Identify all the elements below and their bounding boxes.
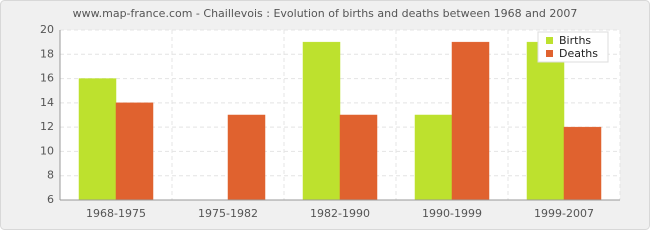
y-tick-label: 20	[40, 23, 54, 36]
y-tick-label: 16	[40, 72, 54, 85]
y-tick-label: 8	[47, 169, 54, 182]
x-tick-label: 1999-2007	[534, 207, 594, 220]
chart: www.map-france.com - Chaillevois : Evolu…	[0, 0, 650, 230]
bar	[563, 126, 602, 201]
x-tick-label: 1975-1982	[198, 207, 258, 220]
bar	[414, 114, 453, 201]
legend-label: Births	[559, 34, 591, 47]
legend-swatch	[546, 37, 553, 44]
bar	[78, 78, 117, 201]
x-tick-label: 1982-1990	[310, 207, 370, 220]
chart-title: www.map-france.com - Chaillevois : Evolu…	[73, 7, 578, 20]
y-tick-label: 6	[47, 193, 54, 206]
y-tick-label: 14	[40, 96, 54, 109]
page: www.map-france.com - Chaillevois : Evolu…	[0, 0, 650, 230]
y-tick-label: 10	[40, 144, 54, 157]
bar	[339, 114, 378, 201]
x-tick-label: 1990-1999	[422, 207, 482, 220]
bar	[227, 114, 266, 201]
bar	[302, 41, 341, 201]
bar	[526, 41, 565, 201]
y-tick-label: 18	[40, 47, 54, 60]
legend-swatch	[546, 50, 553, 57]
legend-label: Deaths	[559, 47, 598, 60]
bar	[115, 102, 154, 201]
bar	[451, 41, 490, 201]
y-tick-label: 12	[40, 120, 54, 133]
x-tick-label: 1968-1975	[86, 207, 146, 220]
